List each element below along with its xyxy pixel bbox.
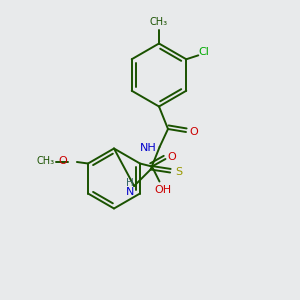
Text: NH: NH [140,143,157,154]
Text: O: O [189,127,198,137]
Text: OH: OH [154,185,171,195]
Text: O: O [168,152,176,162]
Text: Cl: Cl [199,47,210,57]
Text: S: S [175,167,182,178]
Text: H: H [126,178,134,188]
Text: N: N [125,187,134,197]
Text: O: O [58,155,67,166]
Text: CH₃: CH₃ [150,17,168,27]
Text: CH₃: CH₃ [37,155,55,166]
